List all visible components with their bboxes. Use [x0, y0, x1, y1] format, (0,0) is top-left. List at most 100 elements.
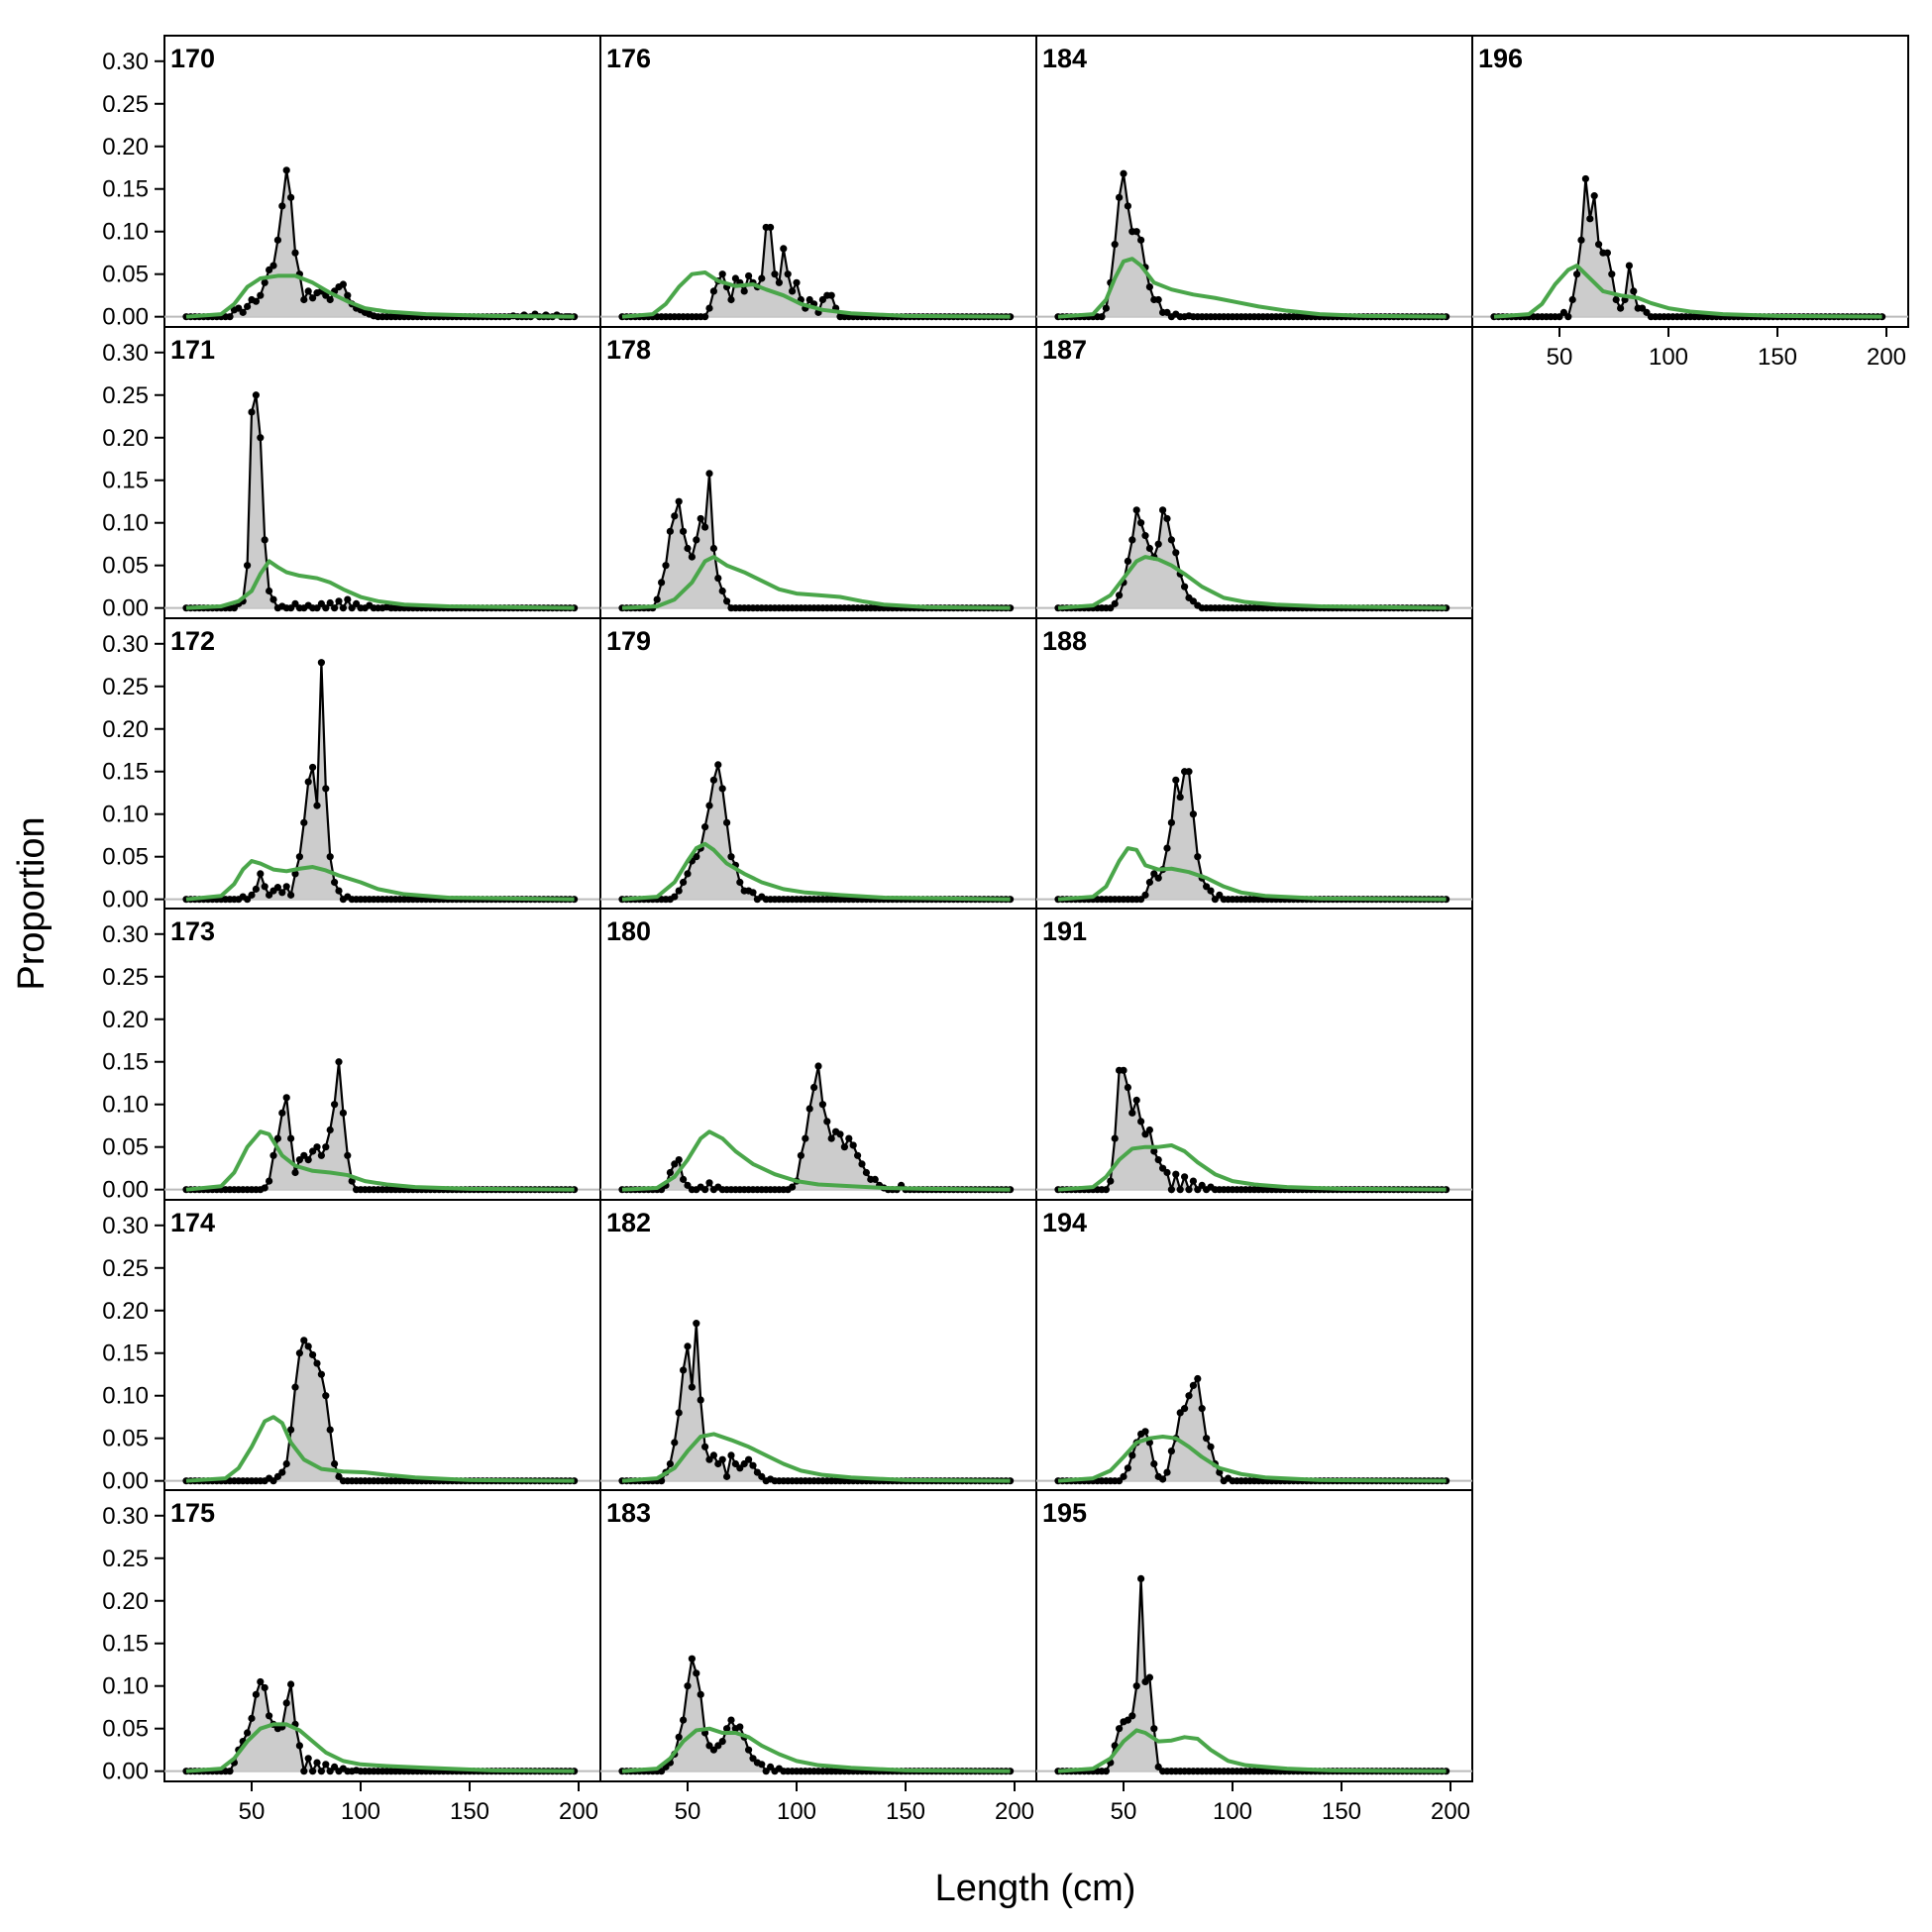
y-tick-label: 0.05	[102, 844, 149, 871]
observed-point	[344, 291, 352, 299]
observed-point	[793, 278, 801, 286]
y-tick-label: 0.25	[102, 674, 149, 700]
observed-point	[805, 1105, 813, 1113]
observed-point	[749, 1755, 757, 1763]
observed-point	[671, 1160, 679, 1168]
observed-point	[1141, 1130, 1149, 1138]
observed-point	[688, 1383, 697, 1391]
panel-170: 170 0.00 0.05 0.10 0.15 0.20 0.25 0.30	[102, 35, 601, 331]
observed-point	[278, 889, 286, 897]
observed-point	[248, 408, 256, 416]
observed-point	[322, 785, 330, 793]
observed-point	[701, 1443, 709, 1450]
observed-point	[862, 1168, 871, 1177]
observed-point	[1643, 308, 1651, 316]
observed-point	[282, 1459, 290, 1468]
observed-point	[767, 1763, 775, 1771]
y-tick-label: 0.10	[102, 1383, 149, 1410]
observed-point	[1159, 1164, 1167, 1172]
observed-point	[1159, 506, 1167, 514]
observed-point	[291, 1168, 299, 1177]
y-tick-label: 0.00	[102, 304, 149, 331]
observed-point	[1124, 557, 1131, 566]
y-tick-label: 0.25	[102, 91, 149, 118]
observed-point	[291, 599, 299, 607]
panel-frame	[1471, 35, 1909, 328]
observed-point	[1128, 1451, 1136, 1459]
observed-point	[1167, 536, 1175, 544]
observed-point	[758, 1761, 766, 1769]
observed-point	[309, 294, 317, 302]
panel-label: 179	[606, 626, 651, 656]
expected-line	[185, 1129, 575, 1192]
observed-point	[871, 1175, 879, 1183]
panel-frame	[1035, 908, 1473, 1201]
panel-frame	[163, 326, 601, 619]
observed-point	[836, 1130, 844, 1138]
observed-area	[186, 1681, 575, 1771]
y-tick-label: 0.15	[102, 468, 149, 494]
y-tick-label: 0.30	[102, 49, 149, 75]
observed-point	[317, 1768, 325, 1775]
observed-point	[1137, 519, 1145, 527]
observed-point	[818, 295, 827, 304]
observed-point	[291, 870, 299, 878]
observed-point	[827, 1134, 835, 1142]
observed-point	[309, 763, 317, 772]
observed-point	[675, 887, 683, 895]
observed-point	[1172, 776, 1180, 784]
y-tick-label: 0.05	[102, 1426, 149, 1452]
observed-point	[295, 1742, 303, 1750]
panel-frame	[1035, 326, 1473, 619]
expected-line	[621, 1726, 1011, 1773]
observed-point	[1577, 236, 1585, 244]
observed-point	[317, 599, 325, 607]
observed-area	[622, 227, 1011, 317]
observed-point	[1116, 1477, 1124, 1485]
panel-label: 170	[170, 44, 215, 73]
observed-point	[309, 1147, 317, 1155]
expected-line	[621, 841, 1011, 902]
observed-point	[709, 1746, 718, 1754]
observed-point	[727, 1716, 735, 1724]
observed-point	[1145, 282, 1153, 291]
panel-label: 180	[606, 916, 651, 946]
observed-point	[727, 295, 735, 304]
y-tick-label: 0.20	[102, 134, 149, 161]
observed-point	[1559, 308, 1567, 316]
observed-point	[675, 1733, 683, 1741]
observed-point	[736, 878, 744, 887]
observed-point	[1603, 249, 1611, 257]
observed-point	[309, 1350, 317, 1359]
observed-point	[753, 1468, 762, 1476]
observed-point	[339, 1109, 347, 1117]
panel-label: 175	[170, 1498, 215, 1528]
observed-point	[1167, 818, 1175, 826]
x-tick-label: 50	[675, 1798, 701, 1825]
observed-point	[1163, 514, 1171, 523]
observed-point	[273, 884, 281, 892]
observed-point	[731, 274, 740, 282]
observed-point	[278, 202, 286, 210]
observed-point	[745, 271, 753, 280]
observed-point	[1198, 1181, 1206, 1189]
y-tick-label: 0.15	[102, 1631, 149, 1658]
panels-group: 170 0.00 0.05 0.10 0.15 0.20 0.25 0.30 171 0.00 0.…	[102, 35, 1909, 1825]
observed-point	[1124, 1716, 1131, 1724]
observed-point	[688, 1655, 697, 1663]
y-tick-label: 0.20	[102, 1588, 149, 1615]
observed-point	[335, 887, 343, 895]
observed-point	[304, 287, 312, 295]
observed-point	[697, 1690, 704, 1698]
observed-point	[239, 308, 247, 316]
observed-point	[745, 1746, 753, 1754]
observed-point	[666, 1168, 675, 1177]
observed-point	[718, 587, 726, 595]
panel-frame	[163, 1199, 601, 1492]
observed-area	[1058, 173, 1447, 317]
observed-point	[714, 761, 722, 769]
observed-point	[1176, 1186, 1184, 1194]
observed-point	[266, 587, 273, 595]
panel-label: 178	[606, 335, 651, 365]
